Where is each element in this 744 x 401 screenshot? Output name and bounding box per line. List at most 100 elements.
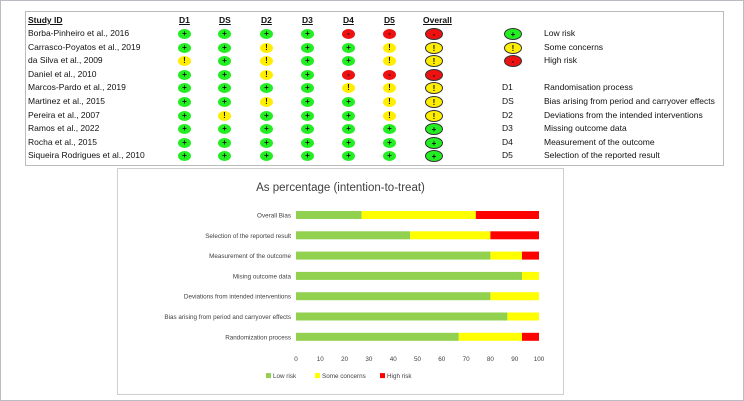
study-name: Martinez et al., 2015 <box>28 96 106 106</box>
domain-legend-code: D4 <box>502 136 513 147</box>
judgement-low-icon: + <box>218 151 231 162</box>
judgement-high-icon: - <box>383 69 396 80</box>
legend-label: Some concerns <box>322 373 366 380</box>
judgement-low-icon: + <box>342 151 355 162</box>
domain-header-d2: D2 <box>261 15 272 25</box>
judgement-high-icon: - <box>342 69 355 80</box>
x-tick-label: 10 <box>317 356 325 363</box>
study-name: Siqueira Rodrigues et al., 2010 <box>28 150 145 161</box>
judgement-low-icon: + <box>178 29 191 39</box>
domain-legend-label: Bias arising from period and carryover e… <box>544 96 715 106</box>
x-tick-label: 90 <box>511 356 519 363</box>
bar-some-concerns <box>361 211 476 219</box>
legend-swatch <box>380 373 385 379</box>
judgement-some-icon: ! <box>383 42 396 53</box>
judgement-low-icon: + <box>301 151 314 162</box>
domain-legend-label: Measurement of the outcome <box>544 136 655 147</box>
judgement-low-icon: + <box>342 97 355 107</box>
domain-header-ds: DS <box>219 15 231 25</box>
bar-low-risk <box>296 292 491 301</box>
judgement-low-icon: + <box>260 137 273 148</box>
legend-high-label: High risk <box>544 55 578 66</box>
overall-some-icon: ! <box>425 41 443 54</box>
judgement-low-icon: + <box>383 137 396 148</box>
bar-low-risk <box>296 211 362 219</box>
risk-of-bias-table: Study ID D1 DS D2 D3 D4 D5 Overall Borba-Pinheir… <box>25 11 724 166</box>
overall-low-icon: + <box>425 136 443 149</box>
bar-some-concerns <box>490 292 539 301</box>
category-label: Bias arising from period and carryover e… <box>164 314 291 321</box>
domain-legend-code: D1 <box>502 82 513 93</box>
judgement-low-icon: + <box>178 137 191 148</box>
judgement-low-icon: + <box>301 42 314 53</box>
judgement-low-icon: + <box>218 29 231 39</box>
domain-header-d5: D5 <box>384 15 395 25</box>
judgement-some-icon: ! <box>178 56 191 67</box>
study-name: Rocha et al., 2015 <box>28 136 97 147</box>
legend-low-icon: + <box>504 28 522 40</box>
domain-header-d3: D3 <box>302 15 313 25</box>
bar-low-risk <box>296 332 459 341</box>
judgement-some-icon: ! <box>342 83 355 94</box>
overall-low-icon: + <box>425 123 443 136</box>
judgement-some-icon: ! <box>218 110 231 121</box>
study-name: Daniel et al., 2010 <box>28 68 97 79</box>
bar-low-risk <box>296 312 508 321</box>
category-label: Deviations from intended interventions <box>184 294 291 301</box>
judgement-low-icon: + <box>218 97 231 107</box>
domain-legend-code: D3 <box>502 123 513 134</box>
judgement-low-icon: + <box>178 42 191 53</box>
bar-some-concerns <box>507 312 539 321</box>
judgement-some-icon: ! <box>383 97 396 107</box>
legend-low-label: Low risk <box>544 28 576 38</box>
legend-high-icon: - <box>504 55 522 68</box>
legend-some-label: Some concerns <box>544 41 604 52</box>
domain-legend-label: Missing outcome data <box>544 123 627 134</box>
study-name: da Silva et al., 2009 <box>28 55 103 66</box>
x-tick-label: 70 <box>463 356 471 363</box>
overall-low-icon: + <box>425 150 443 163</box>
bar-low-risk <box>296 271 522 280</box>
study-name: Ramos et al., 2022 <box>28 123 100 134</box>
overall-some-icon: ! <box>425 96 443 108</box>
x-tick-label: 50 <box>414 356 422 363</box>
x-tick-label: 0 <box>294 356 298 363</box>
judgement-low-icon: + <box>301 97 314 107</box>
judgement-low-icon: + <box>342 110 355 121</box>
chart-title: As percentage (intention-to-treat) <box>256 182 425 194</box>
judgement-low-icon: + <box>342 56 355 67</box>
judgement-low-icon: + <box>342 137 355 148</box>
bar-high-risk <box>521 251 539 260</box>
x-tick-label: 40 <box>390 356 398 363</box>
study-name: Pereira et al., 2007 <box>28 109 100 120</box>
bar-high-risk <box>475 211 539 219</box>
judgement-low-icon: + <box>301 69 314 80</box>
judgement-low-icon: + <box>383 151 396 162</box>
bar-some-concerns <box>521 271 539 280</box>
judgement-low-icon: + <box>301 56 314 67</box>
domain-header-d1: D1 <box>179 15 190 25</box>
study-name: Borba-Pinheiro et al., 2016 <box>28 28 130 38</box>
domain-header-d4: D4 <box>343 15 354 25</box>
judgement-low-icon: + <box>260 124 273 135</box>
legend-label: High risk <box>387 373 412 380</box>
domain-legend-code: D2 <box>502 109 513 120</box>
judgement-low-icon: + <box>301 137 314 148</box>
domain-legend-label: Selection of the reported result <box>544 150 660 161</box>
category-label: Mising outcome data <box>233 273 292 280</box>
judgement-low-icon: + <box>178 83 191 94</box>
judgement-some-icon: ! <box>383 83 396 94</box>
study-name: Carrasco-Poyatos et al., 2019 <box>28 41 141 52</box>
bar-low-risk <box>296 231 411 240</box>
overall-some-icon: ! <box>425 55 443 68</box>
domain-legend-label: Deviations from the intended interventio… <box>544 109 703 120</box>
judgement-low-icon: + <box>260 29 273 39</box>
domain-legend-code: D5 <box>502 150 513 161</box>
judgement-low-icon: + <box>383 124 396 135</box>
domain-legend-code: DS <box>502 96 514 106</box>
judgement-low-icon: + <box>342 124 355 135</box>
overall-some-icon: ! <box>425 109 443 122</box>
bar-some-concerns <box>458 332 522 341</box>
category-label: Selection of the reported result <box>205 233 291 240</box>
judgement-low-icon: + <box>178 110 191 121</box>
